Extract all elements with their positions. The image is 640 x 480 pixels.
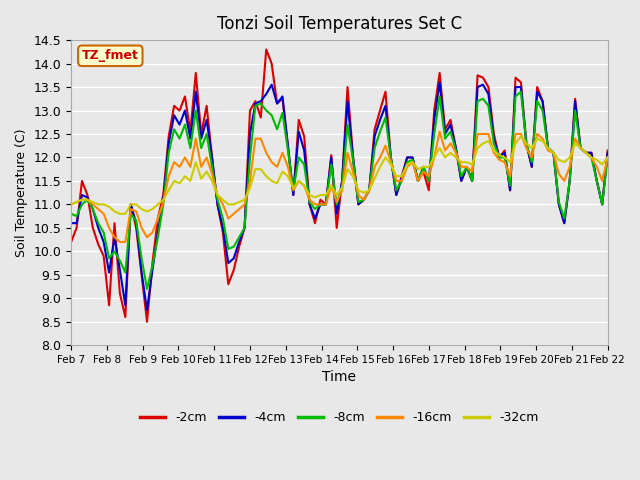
Title: Tonzi Soil Temperatures Set C: Tonzi Soil Temperatures Set C: [217, 15, 462, 33]
X-axis label: Time: Time: [323, 371, 356, 384]
Legend: -2cm, -4cm, -8cm, -16cm, -32cm: -2cm, -4cm, -8cm, -16cm, -32cm: [135, 407, 543, 430]
Y-axis label: Soil Temperature (C): Soil Temperature (C): [15, 129, 28, 257]
Text: TZ_fmet: TZ_fmet: [82, 49, 139, 62]
